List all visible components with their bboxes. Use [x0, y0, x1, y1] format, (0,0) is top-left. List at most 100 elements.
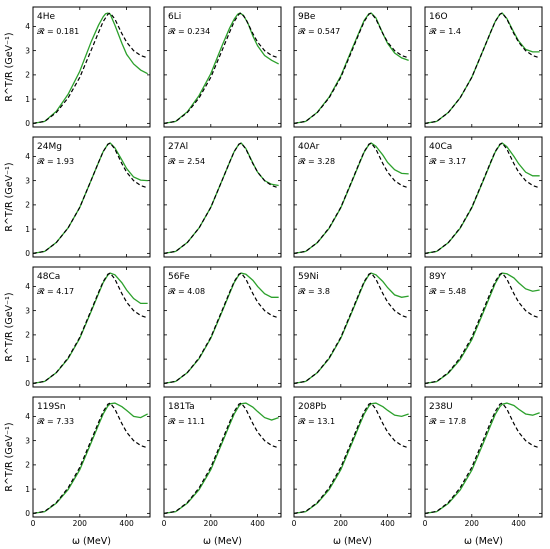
panel-4He: 0 1 2 3 4 4He 𝓡 = 0.181 [25, 6, 151, 128]
y-tick-label: 2 [25, 331, 30, 340]
dashed-curve [32, 272, 148, 384]
y-tick-label: 0 [25, 379, 30, 388]
panel-frame [32, 396, 151, 518]
nucleus-label: 4He [37, 12, 55, 22]
nucleus-label: 40Ca [429, 142, 452, 152]
y-tick-label: 3 [25, 306, 30, 315]
r-value-label: 𝓡 = 5.48 [429, 286, 466, 296]
panel-56Fe: 56Fe 𝓡 = 4.08 [163, 266, 282, 388]
dashed-curve [424, 272, 540, 384]
r-value-label: 𝓡 = 0.234 [168, 26, 210, 36]
x-axis-label: ω (MeV) [333, 536, 372, 547]
panel-frame [32, 136, 151, 258]
y-tick-label: 2 [25, 201, 30, 210]
panel-frame [293, 266, 412, 388]
nucleus-label: 181Ta [168, 402, 195, 412]
dashed-curve [424, 402, 540, 514]
x-tick-label: 400 [119, 519, 134, 528]
green-curve [424, 272, 540, 385]
x-tick-label: 400 [511, 519, 526, 528]
y-axis-label: R^T/R (GeV⁻¹) [4, 292, 15, 361]
x-axis-label: ω (MeV) [464, 536, 503, 547]
nucleus-label: 9Be [298, 12, 316, 22]
nucleus-label: 27Al [168, 142, 188, 152]
dashed-curve [163, 142, 279, 254]
panel-frame [163, 266, 282, 388]
green-curve [32, 402, 148, 515]
y-tick-label: 1 [25, 485, 30, 494]
nucleus-label: 208Pb [298, 402, 327, 412]
x-axis-label: ω (MeV) [203, 536, 242, 547]
panel-48Ca: 0 1 2 3 4 48Ca 𝓡 = 4.17 [25, 266, 151, 388]
panel-40Ca: 40Ca 𝓡 = 3.17 [424, 136, 543, 258]
panel-frame [424, 6, 543, 128]
nucleus-label: 16O [429, 12, 448, 22]
nucleus-label: 24Mg [37, 142, 62, 152]
y-tick-label: 2 [25, 71, 30, 80]
r-value-label: 𝓡 = 3.8 [298, 286, 330, 296]
dashed-curve [163, 12, 279, 124]
dashed-curve [32, 402, 148, 514]
panel-59Ni: 59Ni 𝓡 = 3.8 [293, 266, 412, 388]
r-value-label: 𝓡 = 0.181 [37, 26, 79, 36]
panel-119Sn: 0 1 2 3 4 0 200 400 119Sn 𝓡 = 7.33 [25, 396, 151, 528]
r-value-label: 𝓡 = 17.8 [429, 416, 466, 426]
green-curve [163, 12, 279, 125]
y-tick-label: 0 [25, 249, 30, 258]
green-curve [424, 402, 540, 515]
x-axis-label: ω (MeV) [72, 536, 111, 547]
panel-27Al: 27Al 𝓡 = 2.54 [163, 136, 282, 258]
dashed-curve [293, 142, 409, 254]
nucleus-label: 48Ca [37, 272, 60, 282]
panel-6Li: 6Li 𝓡 = 0.234 [163, 6, 282, 128]
nucleus-label: 6Li [168, 12, 181, 22]
y-tick-label: 3 [25, 436, 30, 445]
dashed-curve [163, 272, 279, 384]
panel-frame [163, 136, 282, 258]
nucleus-label: 119Sn [37, 402, 66, 412]
r-value-label: 𝓡 = 11.1 [168, 416, 205, 426]
dashed-curve [424, 142, 540, 254]
panel-208Pb: 0 200 400 208Pb 𝓡 = 13.1 [292, 396, 412, 528]
y-tick-label: 3 [25, 176, 30, 185]
y-tick-label: 2 [25, 461, 30, 470]
nucleus-label: 238U [429, 402, 453, 412]
green-curve [32, 12, 148, 125]
r-value-label: 𝓡 = 4.17 [37, 286, 74, 296]
nucleus-label: 89Y [429, 272, 446, 282]
y-axis-label: R^T/R (GeV⁻¹) [4, 422, 15, 491]
panel-frame [32, 6, 151, 128]
x-tick-label: 200 [204, 519, 219, 528]
panel-frame [293, 396, 412, 518]
r-value-label: 𝓡 = 7.33 [37, 416, 74, 426]
green-curve [293, 402, 409, 515]
x-tick-label: 200 [334, 519, 349, 528]
r-value-label: 𝓡 = 0.547 [298, 26, 340, 36]
x-tick-label: 0 [292, 519, 297, 528]
x-tick-label: 400 [250, 519, 265, 528]
dashed-curve [293, 12, 409, 124]
panel-238U: 0 200 400 238U 𝓡 = 17.8 [423, 396, 543, 528]
dashed-curve [293, 402, 409, 514]
panel-frame [424, 266, 543, 388]
y-tick-label: 0 [25, 119, 30, 128]
dashed-curve [163, 402, 279, 514]
y-tick-label: 3 [25, 46, 30, 55]
green-curve [163, 402, 279, 515]
panel-9Be: 9Be 𝓡 = 0.547 [293, 6, 412, 128]
panel-frame [293, 136, 412, 258]
y-tick-label: 4 [25, 412, 30, 421]
dashed-curve [32, 12, 148, 124]
r-value-label: 𝓡 = 4.08 [168, 286, 205, 296]
panel-frame [424, 396, 543, 518]
y-tick-label: 0 [25, 509, 30, 518]
r-value-label: 𝓡 = 3.17 [429, 156, 466, 166]
y-tick-label: 4 [25, 282, 30, 291]
panel-89Y: 89Y 𝓡 = 5.48 [424, 266, 543, 388]
nucleus-label: 59Ni [298, 272, 319, 282]
panel-frame [424, 136, 543, 258]
y-tick-label: 1 [25, 95, 30, 104]
x-tick-label: 0 [31, 519, 36, 528]
x-tick-label: 400 [380, 519, 395, 528]
x-tick-label: 0 [162, 519, 167, 528]
